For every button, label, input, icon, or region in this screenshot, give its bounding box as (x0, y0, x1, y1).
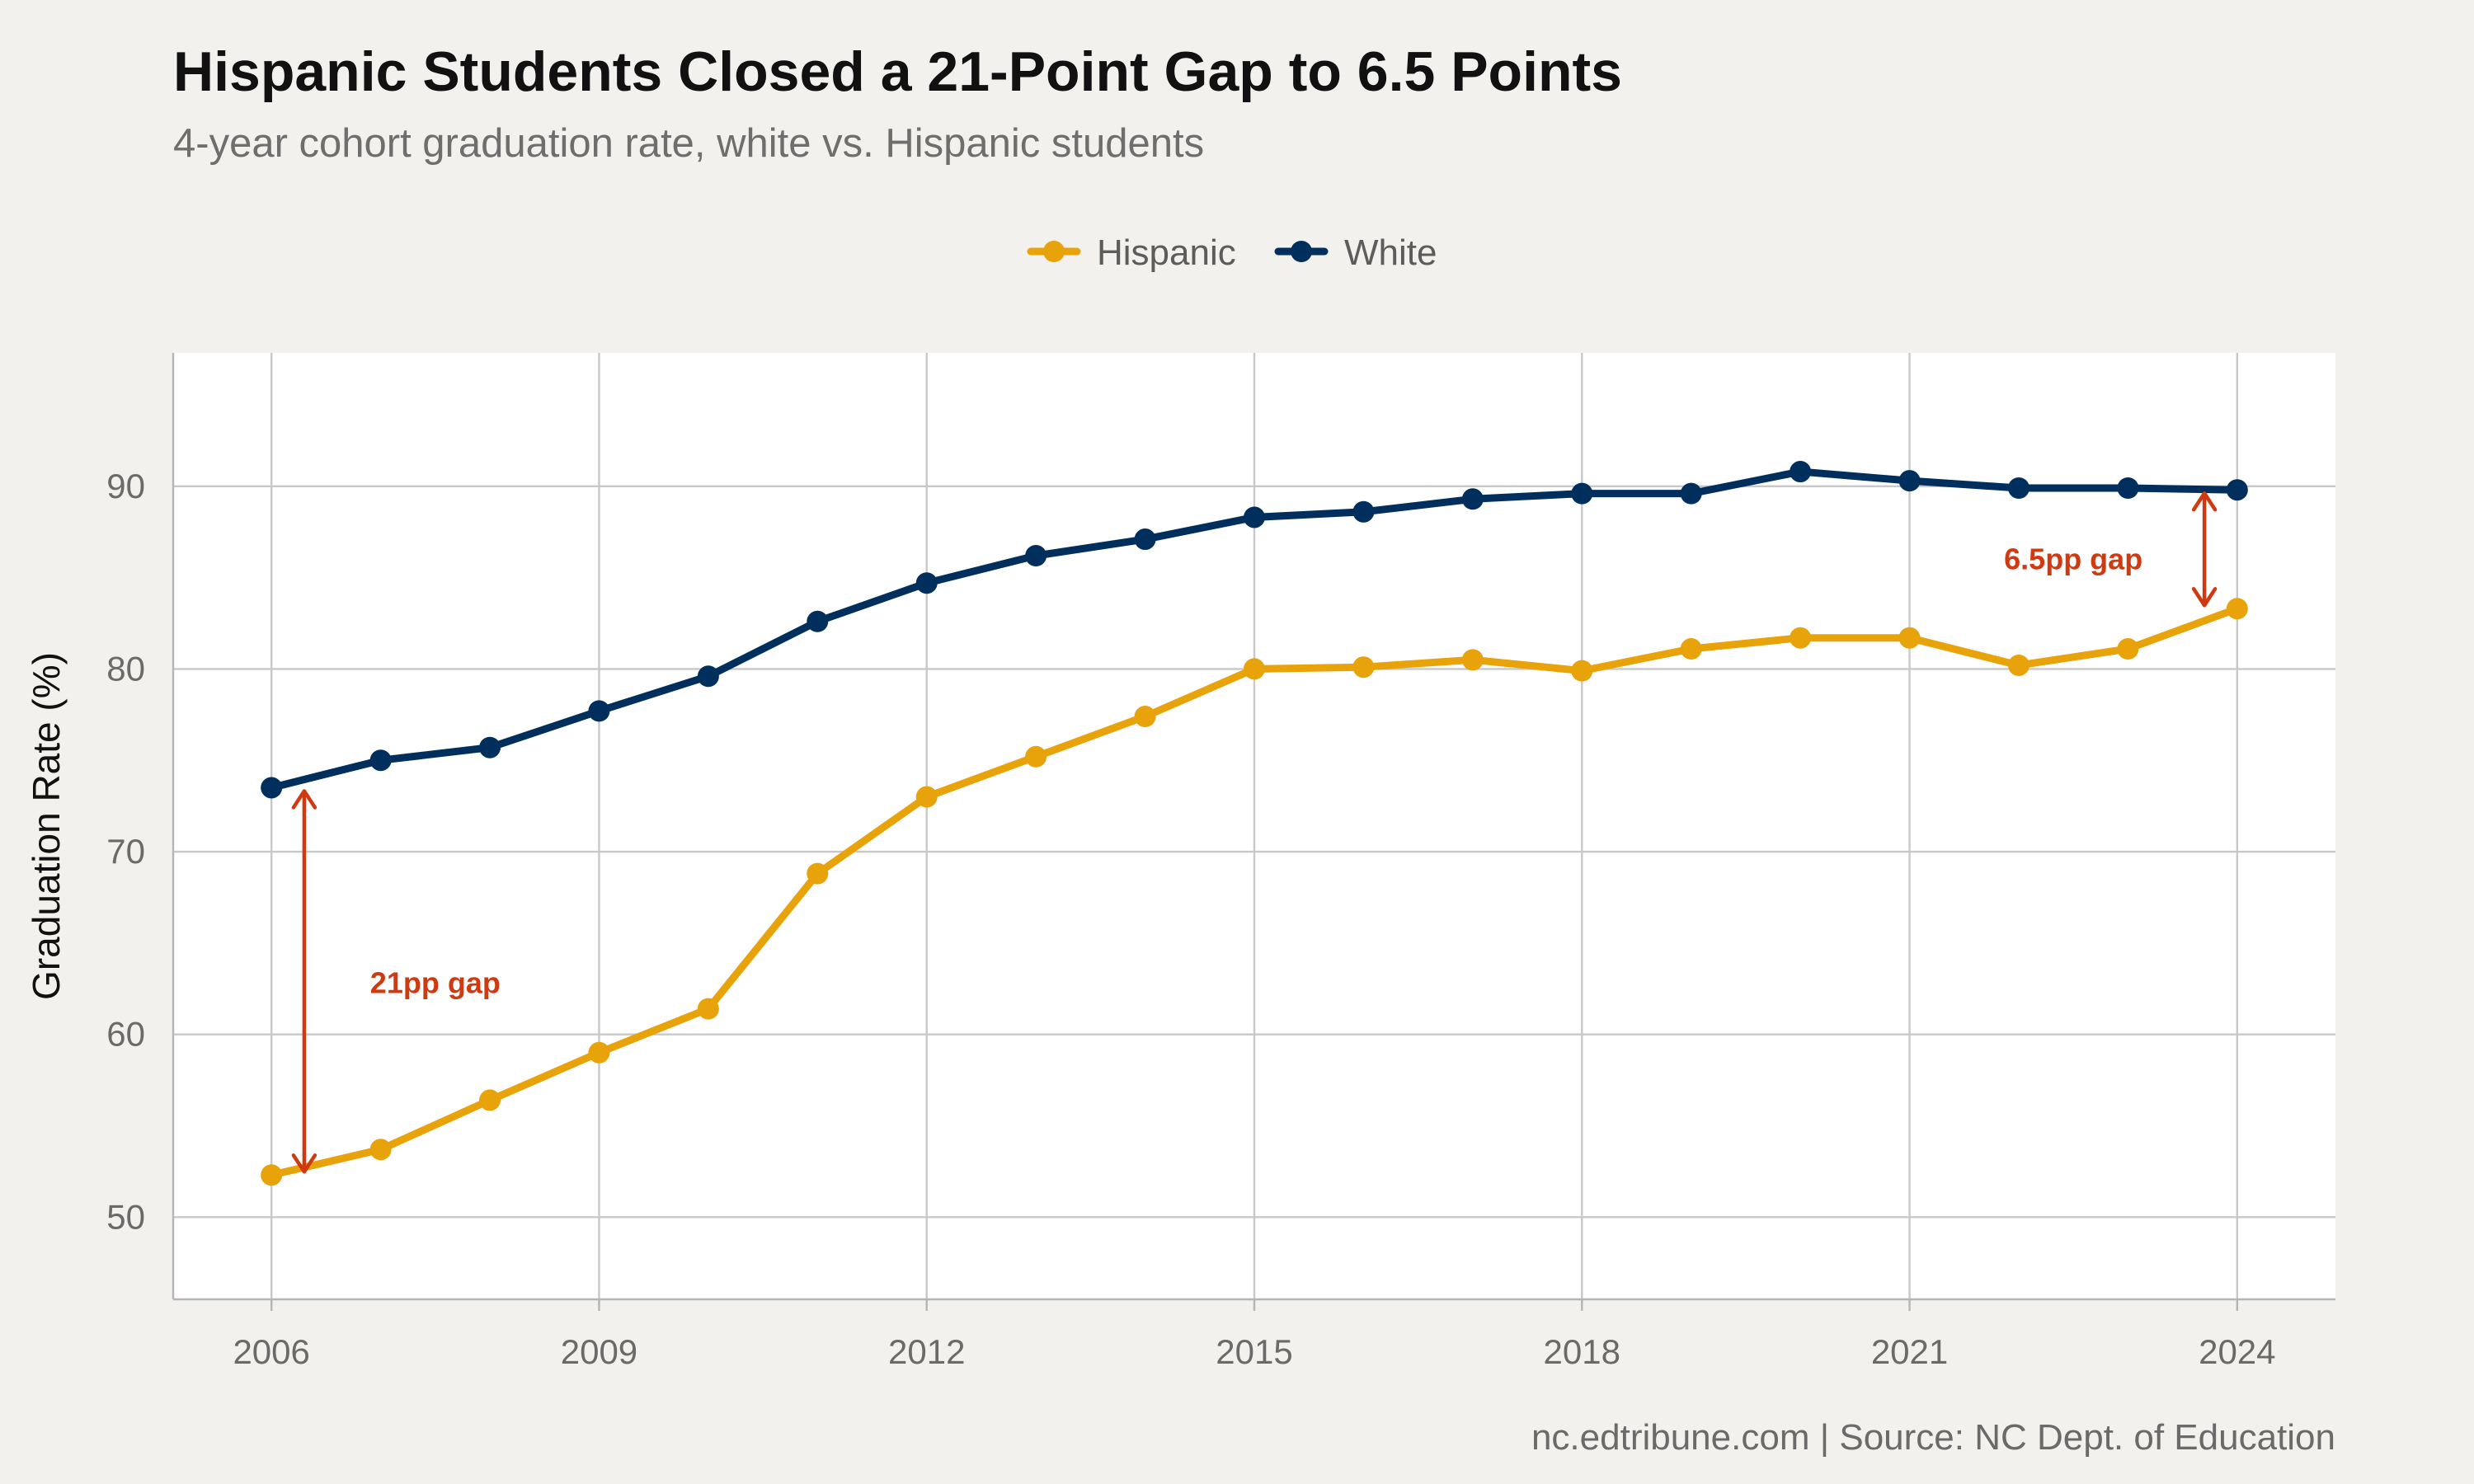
data-point-white (479, 736, 501, 758)
x-tick-label: 2015 (1216, 1332, 1292, 1371)
y-tick-label: 60 (106, 1015, 145, 1054)
data-point-hispanic (369, 1139, 392, 1161)
data-point-hispanic (1571, 660, 1593, 682)
data-point-hispanic (697, 998, 719, 1020)
data-point-hispanic (1461, 649, 1484, 671)
data-point-hispanic (1025, 745, 1047, 768)
data-point-white (2226, 479, 2248, 501)
legend-label-white: White (1344, 232, 1437, 273)
x-tick-label: 2024 (2199, 1332, 2275, 1371)
data-point-hispanic (1790, 627, 1812, 649)
data-point-white (1244, 506, 1265, 528)
gap-arrow-head-down (291, 1153, 317, 1174)
data-point-hispanic (1680, 638, 1702, 660)
data-point-hispanic (2007, 654, 2030, 676)
y-tick-label: 80 (106, 649, 145, 688)
source-caption: nc.edtribune.com | Source: NC Dept. of E… (1531, 1417, 2335, 1458)
data-point-white (261, 777, 283, 799)
data-point-white (1571, 482, 1593, 505)
data-point-white (2117, 477, 2139, 499)
legend-key-marker-hispanic (1043, 241, 1065, 262)
data-point-white (807, 610, 829, 632)
gap-annotation-label: 6.5pp gap (2004, 542, 2142, 575)
legend: Hispanic White (1027, 232, 1437, 273)
x-tick-label: 2018 (1544, 1332, 1620, 1371)
data-point-white (1898, 470, 1921, 492)
y-tick-label: 70 (106, 832, 145, 871)
gap-arrow-head-up (291, 789, 317, 810)
y-tick-label: 50 (106, 1197, 145, 1236)
tick-labels: 50 60 70 80 90 2006 2009 2012 2015 2018 2021 2024 (106, 467, 2275, 1371)
data-point-hispanic (1244, 658, 1265, 680)
series-points (261, 461, 2248, 1186)
data-point-hispanic (915, 786, 938, 808)
data-point-white (588, 700, 610, 722)
gap-arrow-head-up (2191, 491, 2218, 512)
x-tick-label: 2021 (1871, 1332, 1948, 1371)
data-point-hispanic (1352, 656, 1375, 679)
data-point-hispanic (2226, 598, 2248, 620)
y-tick-label: 90 (106, 467, 145, 505)
data-point-hispanic (588, 1041, 610, 1064)
data-point-white (1025, 545, 1047, 566)
data-point-white (369, 749, 392, 772)
data-point-white (1461, 488, 1484, 510)
data-point-white (697, 665, 719, 688)
gap-arrow-head-down (2191, 587, 2218, 608)
legend-key-marker-white (1291, 241, 1312, 262)
chart-subtitle: 4-year cohort graduation rate, white vs.… (173, 121, 1204, 166)
axes (172, 353, 2335, 1311)
data-point-hispanic (807, 862, 829, 885)
data-point-hispanic (1134, 706, 1156, 728)
data-point-white (1352, 500, 1375, 523)
x-tick-label: 2006 (233, 1332, 309, 1371)
gap-annotation-label: 21pp gap (370, 966, 501, 1000)
data-point-white (915, 572, 938, 594)
chart-title: Hispanic Students Closed a 21-Point Gap … (173, 40, 1622, 103)
x-tick-label: 2009 (561, 1332, 637, 1371)
data-point-white (1134, 528, 1156, 551)
data-point-hispanic (261, 1164, 283, 1186)
annotations: 21pp gap 6.5pp gap (291, 491, 2218, 1174)
data-point-hispanic (1898, 627, 1921, 649)
data-point-white (1790, 461, 1812, 483)
y-axis-label: Graduation Rate (%) (25, 652, 68, 1000)
data-point-white (1680, 482, 1702, 505)
data-point-hispanic (2117, 638, 2139, 660)
data-point-white (2007, 477, 2030, 499)
data-point-hispanic (479, 1089, 501, 1111)
x-tick-label: 2012 (888, 1332, 965, 1371)
legend-label-hispanic: Hispanic (1097, 232, 1236, 273)
